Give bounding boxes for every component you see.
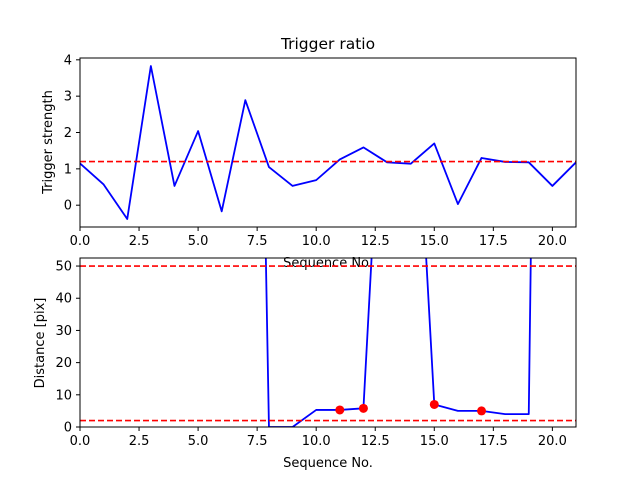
- y-axis-label: Distance [pix]: [33, 298, 48, 389]
- y-axis-label: Trigger strength: [41, 90, 56, 195]
- x-tick-label: 7.5: [247, 434, 268, 449]
- chart-title: Trigger ratio: [280, 35, 375, 53]
- y-tick-label: 30: [55, 324, 72, 339]
- x-tick-label: 0.0: [70, 434, 91, 449]
- x-tick-label: 10.0: [302, 434, 331, 449]
- y-tick-label: 40: [55, 292, 72, 307]
- distance-plot-area: 0.0 2.5 5.0 7.5 10.0 12.5 15.0 17.5 20.0 0 10 20 30 4…: [55, 257, 577, 449]
- x-tick-label: 20.0: [538, 434, 567, 449]
- plot-frame: [79, 257, 577, 428]
- y-tick-label: 20: [55, 356, 72, 371]
- y-tick-label: 0: [64, 421, 72, 436]
- trigger-ratio-panel: Trigger ratio 0.0 2.5 5.0 7.5 10.0 12.5 15.0 17…: [41, 35, 577, 271]
- trigger-ratio-plot-area: 0.0 2.5 5.0 7.5 10.0 12.5 15.0 17.5 20.0 0 1 2 3 4: [64, 53, 577, 249]
- y-tick-label: 0: [64, 199, 72, 214]
- y-tick-label: 1: [64, 162, 72, 177]
- data-point: [429, 399, 439, 409]
- data-point: [358, 403, 368, 413]
- y-tick-label: 2: [64, 126, 72, 141]
- x-axis-label: Sequence No.: [283, 256, 373, 271]
- x-tick-label: 12.5: [361, 234, 390, 249]
- x-tick-label: 2.5: [129, 234, 150, 249]
- plot-frame: [79, 57, 577, 228]
- y-tick-label: 3: [64, 90, 72, 105]
- y-tick-label: 4: [64, 53, 72, 68]
- x-tick-label: 7.5: [247, 234, 268, 249]
- x-tick-label: 5.0: [188, 434, 209, 449]
- plot-clip-group: [80, 65, 576, 220]
- distance-panel: 0.0 2.5 5.0 7.5 10.0 12.5 15.0 17.5 20.0 0 10 20 30 4…: [33, 257, 577, 471]
- x-tick-label: 15.0: [420, 434, 449, 449]
- series-line: [80, 65, 576, 220]
- data-point: [477, 406, 487, 416]
- y-tick-label: 50: [55, 260, 72, 275]
- x-tick-label: 5.0: [188, 234, 209, 249]
- plot-clip-group: [80, 258, 576, 427]
- x-tick-label: 17.5: [479, 234, 508, 249]
- x-tick-label: 0.0: [70, 234, 91, 249]
- x-axis-label: Sequence No.: [283, 456, 373, 471]
- x-tick-label: 2.5: [129, 434, 150, 449]
- x-tick-label: 20.0: [538, 234, 567, 249]
- y-tick-label: 10: [55, 388, 72, 403]
- x-tick-label: 12.5: [361, 434, 390, 449]
- x-tick-label: 17.5: [479, 434, 508, 449]
- data-point: [335, 405, 345, 415]
- x-tick-label: 15.0: [420, 234, 449, 249]
- x-tick-label: 10.0: [302, 234, 331, 249]
